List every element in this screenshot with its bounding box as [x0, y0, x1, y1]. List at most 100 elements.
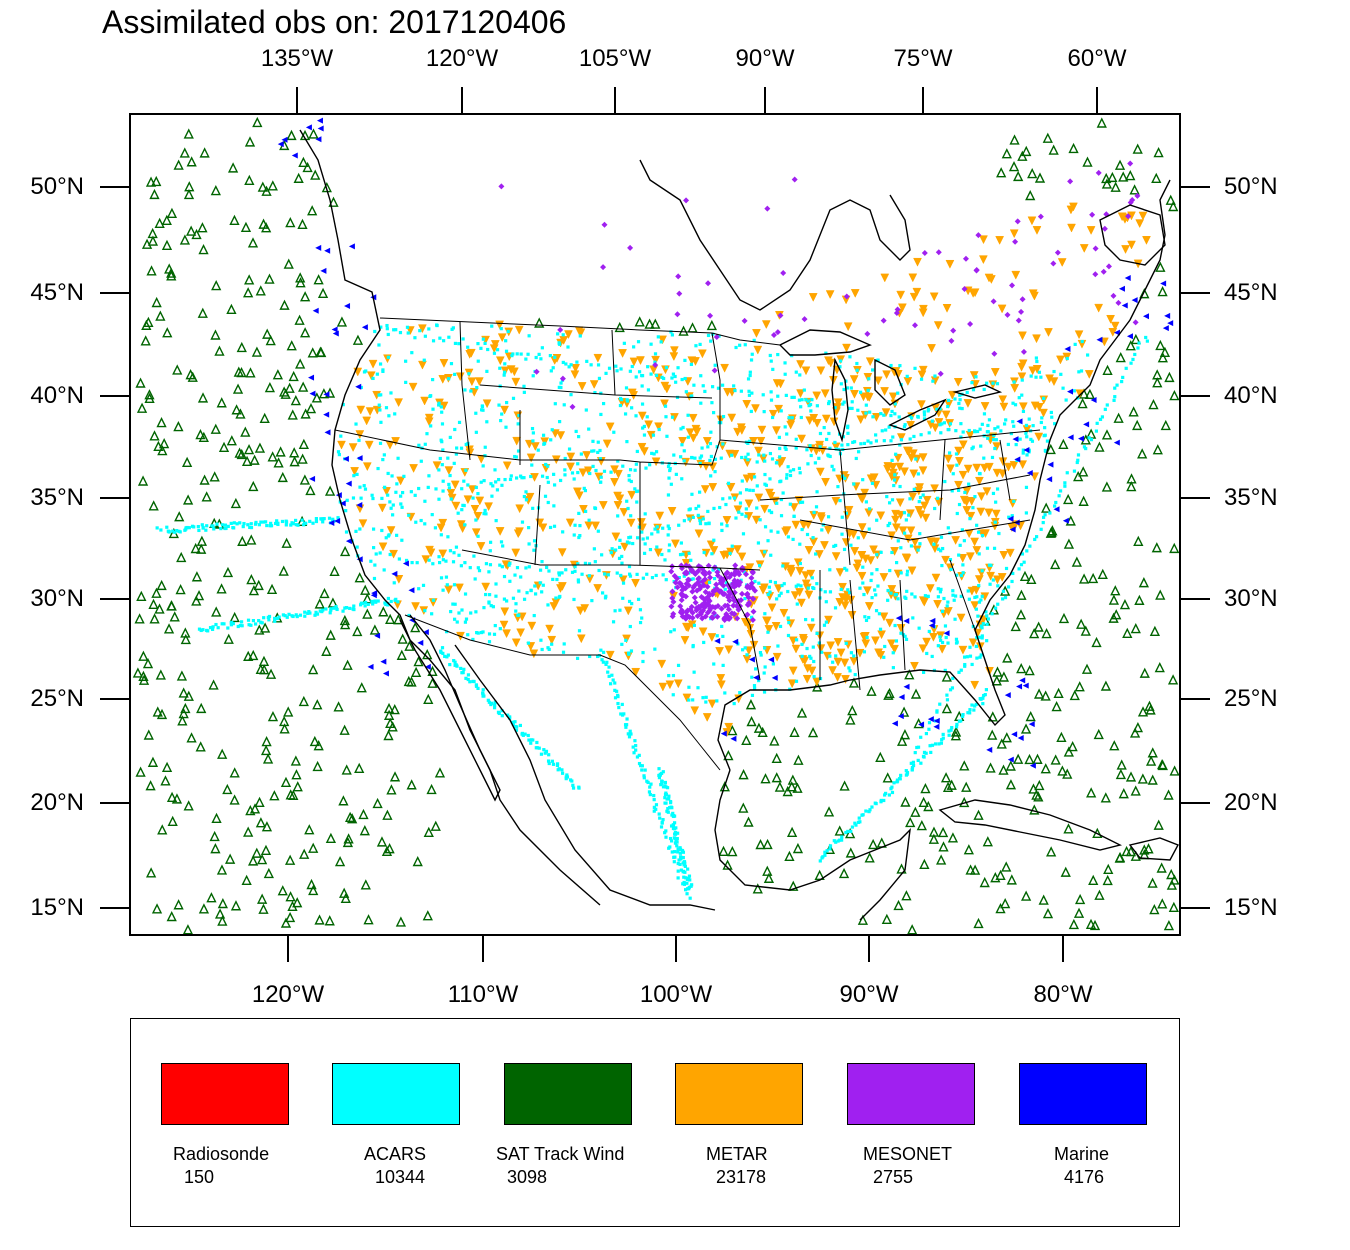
obs-point — [261, 185, 272, 196]
obs-point — [974, 644, 978, 649]
obs-point — [1027, 167, 1038, 179]
coastline-hispaniola — [1128, 837, 1179, 861]
obs-point — [711, 610, 718, 617]
obs-point — [955, 573, 959, 577]
obs-point — [672, 860, 676, 864]
obs-point — [600, 264, 607, 271]
obs-point — [1001, 732, 1012, 743]
obs-point — [292, 781, 303, 792]
obs-point — [605, 650, 615, 660]
obs-point — [206, 892, 217, 903]
obs-point — [805, 532, 810, 537]
obs-point — [649, 782, 653, 786]
obs-point — [904, 518, 908, 522]
obs-point — [576, 470, 580, 475]
obs-point — [246, 534, 257, 545]
obs-point — [140, 335, 151, 346]
obs-point — [413, 493, 417, 497]
obs-point — [321, 645, 332, 656]
obs-point — [974, 476, 984, 486]
obs-point — [691, 515, 695, 520]
bottom-lon-label: 90°W — [839, 981, 899, 1008]
obs-point — [864, 809, 868, 813]
obs-point — [1082, 445, 1087, 449]
obs-point — [1020, 552, 1025, 556]
obs-point — [299, 291, 311, 302]
obs-point — [476, 534, 480, 538]
obs-point — [919, 377, 924, 381]
obs-point — [914, 457, 918, 461]
obs-point — [546, 759, 551, 763]
obs-point — [232, 521, 236, 525]
obs-point — [756, 436, 766, 446]
obs-point — [539, 357, 543, 361]
obs-point — [249, 623, 253, 627]
obs-point — [447, 335, 451, 339]
obs-point — [372, 546, 376, 550]
obs-point — [786, 535, 791, 539]
obs-point — [812, 659, 816, 664]
obs-point — [324, 607, 328, 611]
obs-point — [957, 670, 961, 674]
obs-point — [1019, 677, 1026, 684]
obs-point — [576, 578, 580, 582]
obs-point — [363, 487, 368, 491]
obs-point — [442, 339, 446, 343]
obs-point — [682, 875, 686, 879]
obs-point — [717, 334, 721, 338]
obs-point — [996, 738, 1007, 749]
obs-point — [875, 518, 879, 522]
obs-point — [1116, 759, 1127, 770]
obs-point — [359, 385, 363, 390]
obs-point — [921, 754, 926, 758]
obs-point — [1022, 560, 1026, 564]
obs-point — [883, 644, 887, 649]
obs-point — [1078, 466, 1089, 477]
obs-point — [576, 634, 586, 644]
obs-point — [763, 612, 767, 616]
obs-point — [1027, 417, 1031, 421]
obs-point — [757, 453, 761, 457]
obs-point — [946, 641, 950, 645]
obs-point — [455, 446, 459, 450]
obs-point — [1127, 199, 1134, 206]
obs-point — [986, 423, 990, 428]
obs-point — [641, 651, 645, 655]
obs-point — [298, 695, 309, 707]
obs-point — [732, 638, 739, 645]
obs-point — [484, 592, 488, 597]
obs-point — [550, 428, 554, 432]
obs-point — [745, 563, 755, 573]
obs-point — [311, 392, 322, 403]
obs-point — [533, 584, 537, 588]
obs-point — [308, 374, 315, 381]
obs-point — [946, 526, 950, 530]
obs-point — [1053, 687, 1064, 699]
obs-point — [847, 406, 851, 410]
obs-point — [502, 370, 507, 374]
obs-point — [288, 370, 299, 382]
obs-point — [323, 91, 329, 97]
obs-point — [794, 437, 798, 441]
obs-point — [938, 590, 943, 594]
obs-point — [972, 546, 982, 555]
obs-point — [939, 549, 943, 553]
obs-point — [352, 474, 356, 478]
obs-point — [344, 606, 349, 610]
obs-point — [1142, 236, 1151, 245]
obs-point — [447, 482, 451, 487]
right-lat-label: 15°N — [1224, 894, 1278, 921]
obs-point — [459, 446, 464, 450]
obs-point — [718, 845, 729, 857]
obs-point — [865, 635, 869, 640]
obs-point — [257, 893, 268, 904]
obs-point — [409, 464, 419, 473]
obs-point — [767, 603, 777, 613]
obs-point — [201, 628, 205, 632]
obs-point — [613, 491, 622, 501]
obs-point — [277, 885, 288, 896]
obs-point — [265, 334, 276, 346]
obs-point — [515, 725, 519, 729]
legend-label: SAT Track Wind — [496, 1144, 625, 1164]
obs-point — [498, 563, 502, 567]
